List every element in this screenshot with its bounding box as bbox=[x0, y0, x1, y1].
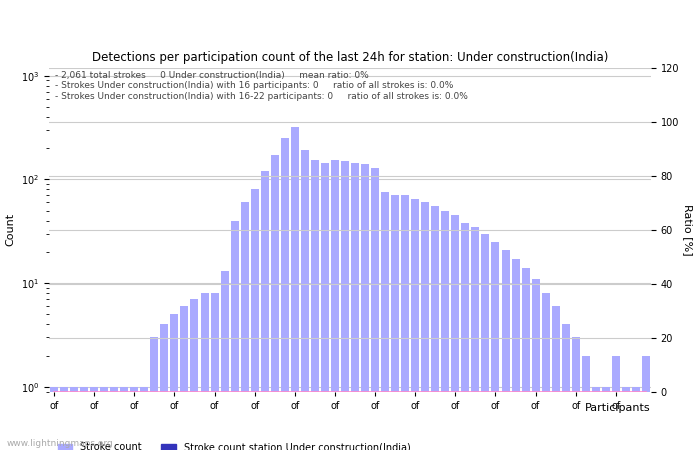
Bar bbox=[452, 216, 459, 450]
Bar bbox=[170, 314, 178, 450]
Bar bbox=[371, 167, 379, 450]
Bar bbox=[531, 279, 540, 450]
Bar bbox=[612, 356, 620, 450]
Bar bbox=[552, 306, 560, 450]
Bar bbox=[561, 324, 570, 450]
Bar bbox=[70, 387, 78, 450]
Bar bbox=[572, 338, 580, 450]
Text: www.lightningmaps.org: www.lightningmaps.org bbox=[7, 439, 113, 448]
Bar bbox=[341, 161, 349, 450]
Bar bbox=[80, 387, 88, 450]
Bar bbox=[220, 271, 229, 450]
Bar bbox=[401, 195, 410, 450]
Y-axis label: Count: Count bbox=[6, 213, 15, 246]
Bar bbox=[150, 338, 158, 450]
Bar bbox=[501, 250, 510, 450]
Bar bbox=[311, 160, 319, 450]
Bar bbox=[281, 138, 289, 450]
Bar bbox=[622, 387, 630, 450]
Bar bbox=[592, 387, 600, 450]
Bar bbox=[522, 268, 530, 450]
Text: Participants: Participants bbox=[585, 403, 651, 413]
Bar bbox=[271, 156, 279, 450]
Bar bbox=[351, 162, 359, 450]
Y-axis label: Ratio [%]: Ratio [%] bbox=[683, 204, 693, 255]
Bar bbox=[542, 293, 550, 450]
Bar bbox=[321, 162, 329, 450]
Bar bbox=[411, 199, 419, 450]
Bar bbox=[60, 387, 68, 450]
Bar bbox=[90, 387, 98, 450]
Bar bbox=[391, 195, 399, 450]
Bar bbox=[290, 127, 299, 450]
Bar bbox=[482, 234, 489, 450]
Bar bbox=[160, 324, 169, 450]
Bar bbox=[241, 202, 248, 450]
Bar bbox=[441, 211, 449, 450]
Title: Detections per participation count of the last 24h for station: Under constructi: Detections per participation count of th… bbox=[92, 50, 608, 63]
Bar bbox=[200, 293, 209, 450]
Bar bbox=[582, 356, 590, 450]
Bar bbox=[421, 202, 429, 450]
Bar bbox=[251, 189, 259, 450]
Bar bbox=[190, 299, 199, 450]
Bar bbox=[431, 206, 440, 450]
Bar bbox=[50, 387, 58, 450]
Bar bbox=[130, 387, 139, 450]
Bar bbox=[100, 387, 108, 450]
Text: - 2,061 total strokes     0 Under construction(India)     mean ratio: 0%
- Strok: - 2,061 total strokes 0 Under constructi… bbox=[55, 71, 468, 100]
Bar bbox=[110, 387, 118, 450]
Bar bbox=[642, 356, 650, 450]
Bar bbox=[140, 387, 148, 450]
Bar bbox=[632, 387, 640, 450]
Bar bbox=[381, 192, 389, 450]
Bar bbox=[301, 150, 309, 450]
Bar bbox=[260, 171, 269, 450]
Bar bbox=[211, 293, 218, 450]
Bar bbox=[230, 220, 239, 450]
Bar bbox=[512, 259, 519, 450]
Bar bbox=[491, 242, 500, 450]
Bar bbox=[361, 164, 369, 450]
Bar bbox=[181, 306, 188, 450]
Bar bbox=[331, 160, 339, 450]
Bar bbox=[602, 387, 610, 450]
Bar bbox=[120, 387, 128, 450]
Bar bbox=[461, 223, 470, 450]
Bar bbox=[471, 227, 480, 450]
